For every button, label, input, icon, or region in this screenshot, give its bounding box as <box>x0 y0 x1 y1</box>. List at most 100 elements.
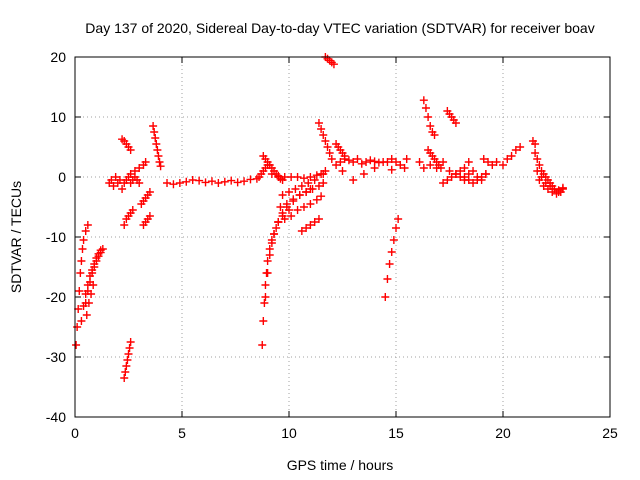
data-point <box>387 165 396 174</box>
data-point <box>387 248 396 256</box>
data-point <box>349 176 358 184</box>
data-point <box>469 167 478 175</box>
data-point <box>383 158 392 166</box>
data-point <box>263 161 272 169</box>
data-point <box>366 156 375 165</box>
data-point <box>182 177 191 186</box>
data-point <box>543 185 552 193</box>
x-tick-label: 25 <box>602 425 618 441</box>
data-point <box>306 173 315 181</box>
y-tick-label: -20 <box>46 289 66 305</box>
data-point <box>77 257 86 265</box>
data-point <box>507 152 516 160</box>
data-point <box>359 170 368 178</box>
series-arc-3h-neg <box>139 212 154 229</box>
data-point <box>312 171 321 180</box>
data-point <box>484 158 493 166</box>
series-arc-2h-pos <box>118 135 135 154</box>
data-point <box>278 209 287 217</box>
data-point <box>152 140 161 148</box>
data-point <box>426 161 435 169</box>
data-point <box>92 257 101 265</box>
data-point <box>402 155 411 163</box>
data-point <box>207 177 216 186</box>
data-point <box>319 131 328 139</box>
data-point <box>145 188 154 196</box>
series-cluster-12-14h <box>332 155 388 169</box>
data-point <box>556 188 565 196</box>
data-point <box>432 164 441 172</box>
x-axis-label: GPS time / hours <box>287 457 394 473</box>
series-top-12h <box>321 53 338 69</box>
data-point <box>317 125 326 133</box>
data-point <box>125 344 134 352</box>
data-point <box>145 212 154 220</box>
data-point <box>79 236 88 244</box>
data-point <box>122 362 131 370</box>
data-points <box>72 53 567 382</box>
data-point <box>240 177 249 186</box>
data-point <box>464 158 473 166</box>
data-point <box>258 341 267 349</box>
data-point <box>314 182 323 190</box>
data-point <box>308 185 317 193</box>
data-point <box>72 341 81 349</box>
data-point <box>154 152 163 160</box>
data-point <box>88 269 97 277</box>
data-point <box>153 146 162 154</box>
data-point <box>126 146 135 154</box>
data-point <box>424 113 433 121</box>
series-arc-21-23h-c <box>535 176 565 198</box>
series-band-10-11h-a <box>278 167 330 199</box>
data-point <box>151 134 160 142</box>
grid-lines <box>75 57 610 417</box>
series-cluster-15h <box>383 155 409 172</box>
data-point <box>169 180 178 189</box>
series-arc-17h-low <box>439 158 473 187</box>
data-point <box>327 155 336 163</box>
data-point <box>535 176 544 184</box>
y-tick-label: 10 <box>50 109 66 125</box>
data-point <box>195 176 204 185</box>
data-point <box>306 221 315 229</box>
data-point <box>445 167 454 175</box>
data-point <box>357 159 366 168</box>
data-point <box>265 251 274 259</box>
data-point <box>214 179 223 187</box>
data-point <box>263 257 272 265</box>
data-point <box>419 96 428 105</box>
series-dip-9h-b <box>261 185 315 301</box>
data-point <box>451 170 460 178</box>
data-point <box>387 155 396 163</box>
data-point <box>107 176 116 184</box>
data-point <box>344 156 353 165</box>
data-point <box>75 287 84 295</box>
data-point <box>280 215 289 223</box>
data-point <box>531 149 540 157</box>
series-arc-16h-high <box>419 96 439 139</box>
data-point <box>156 162 165 171</box>
data-point <box>503 155 512 163</box>
data-point <box>552 189 561 198</box>
data-point <box>499 161 507 169</box>
data-point <box>299 174 308 183</box>
data-point <box>516 143 525 151</box>
data-point <box>473 176 482 184</box>
data-point <box>321 137 330 145</box>
data-point <box>304 179 313 187</box>
series-cluster-2h <box>105 173 144 193</box>
data-point <box>426 122 435 130</box>
y-tick-label: -30 <box>46 349 66 365</box>
data-point <box>293 173 302 181</box>
data-point <box>439 158 448 166</box>
series-near-zero-10h <box>267 170 328 183</box>
data-point <box>370 164 379 172</box>
y-tick-label: 20 <box>50 49 66 65</box>
data-point <box>267 239 276 247</box>
data-point <box>220 177 229 186</box>
data-point <box>141 158 150 166</box>
series-arc-2h-neg <box>120 206 137 229</box>
series-band-5-8h <box>163 174 261 189</box>
data-point <box>456 167 465 175</box>
series-cluster-19-20h <box>479 155 501 169</box>
